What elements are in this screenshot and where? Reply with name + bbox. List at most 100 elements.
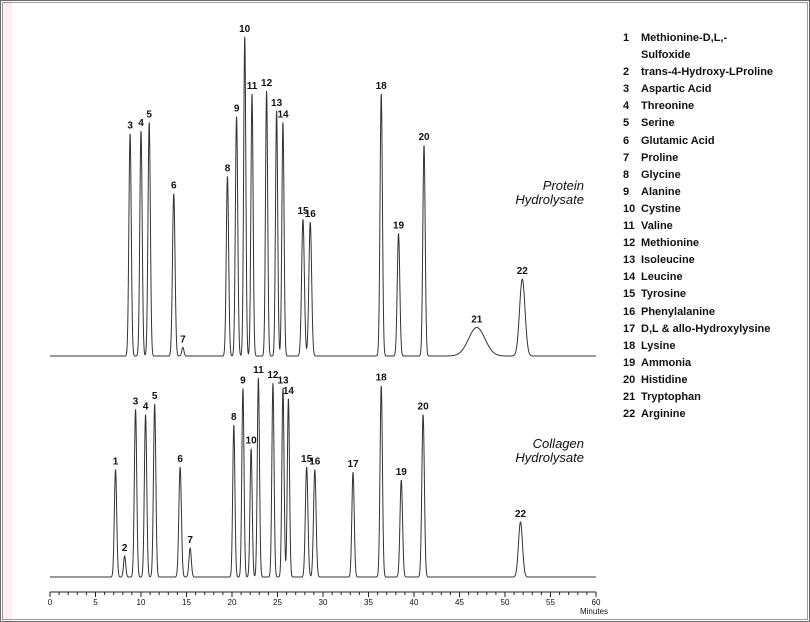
legend-name: Tyrosine	[641, 288, 687, 301]
x-tick-label: 50	[501, 598, 510, 607]
legend-number: 14	[623, 271, 636, 284]
legend-number: 12	[623, 237, 636, 250]
legend-number: 13	[623, 254, 636, 267]
peak-label-protein-22: 22	[517, 266, 529, 277]
legend-item: 13 Isoleucine	[623, 252, 803, 269]
peak-label-collagen-15: 15	[301, 454, 313, 465]
legend-name: Aspartic Acid	[641, 83, 712, 96]
peak-label-protein-9: 9	[234, 104, 240, 115]
x-tick-label: 15	[182, 598, 191, 607]
legend-name: Leucine	[641, 271, 683, 284]
legend-number: 11	[623, 220, 635, 233]
legend-item: 6 Glutamic Acid	[623, 133, 803, 150]
legend-name: trans-4-Hydroxy-LProline	[641, 66, 774, 79]
peak-label-collagen-8: 8	[231, 412, 237, 423]
series-label-collagen-line-1: Collagen	[533, 436, 584, 451]
legend-number: 5	[623, 117, 630, 130]
legend-item: 3 Aspartic Acid	[623, 81, 803, 98]
legend-name: Ammonia	[641, 356, 692, 369]
legend-number: 16	[623, 305, 636, 318]
peak-label-protein-8: 8	[225, 163, 231, 174]
legend-item: 21 Tryptophan	[623, 389, 803, 406]
legend-item: 2 trans-4-Hydroxy-LProline	[623, 64, 803, 81]
legend-number: 1	[623, 32, 630, 44]
x-tick-label: 45	[455, 598, 464, 607]
peak-label-collagen-17: 17	[347, 459, 359, 470]
peak-label-collagen-3: 3	[133, 396, 139, 407]
legend-number: 10	[623, 202, 636, 215]
legend-name: Threonine	[641, 100, 695, 113]
trace-protein-hydrolysate	[50, 36, 596, 357]
x-axis-title: Minutes	[580, 607, 608, 616]
x-tick-label: 35	[364, 598, 373, 607]
legend-item: 1 Methionine-D,L,-	[623, 30, 803, 47]
peak-label-protein-21: 21	[471, 315, 483, 326]
legend-item: 15 Tyrosine	[623, 286, 803, 303]
legend-number: 4	[623, 100, 630, 113]
series-label-protein-line-1: Protein	[543, 178, 584, 193]
x-tick-label: 40	[410, 598, 419, 607]
legend-name: Lysine	[641, 339, 676, 352]
legend-number: 8	[623, 168, 630, 181]
legend-number: 7	[623, 151, 630, 164]
x-tick-label: 25	[273, 598, 282, 607]
legend-number: 15	[623, 288, 636, 301]
legend-name: Methionine	[641, 237, 700, 250]
legend-item: 11 Valine	[623, 218, 803, 235]
legend-name: Tryptophan	[641, 390, 701, 403]
peak-label-collagen-11: 11	[253, 365, 264, 376]
legend-item: 19 Ammonia	[623, 355, 803, 372]
peak-label-protein-15: 15	[297, 206, 309, 217]
legend-item: 12 Methionine	[623, 235, 803, 252]
legend-item: Sulfoxide	[623, 47, 803, 64]
legend-name: Isoleucine	[641, 254, 695, 267]
legend-number: 2	[623, 66, 630, 79]
peak-label-protein-3: 3	[127, 121, 133, 132]
legend-name: Serine	[641, 117, 675, 130]
peak-label-collagen-6: 6	[177, 454, 183, 465]
peak-label-collagen-9: 9	[240, 375, 246, 386]
legend-number	[623, 47, 641, 64]
legend-name: Sulfoxide	[641, 49, 691, 62]
legend-name: Arginine	[641, 408, 686, 421]
legend-item: 4 Threonine	[623, 98, 803, 115]
legend-name: Alanine	[641, 185, 681, 198]
peak-label-collagen-20: 20	[418, 402, 430, 413]
legend-number: 17	[623, 322, 636, 335]
legend-number: 18	[623, 339, 636, 352]
legend-name: Methionine-D,L,-	[641, 32, 728, 44]
trace-collagen-hydrolysate	[50, 377, 596, 578]
peak-label-protein-4: 4	[138, 118, 144, 129]
legend-name: Glutamic Acid	[641, 134, 715, 147]
legend-name: Cystine	[641, 202, 681, 215]
peak-label-collagen-12: 12	[267, 370, 279, 381]
peak-label-collagen-5: 5	[152, 391, 158, 402]
peak-label-protein-6: 6	[171, 181, 177, 192]
legend-item: 22 Arginine	[623, 406, 803, 423]
x-tick-label: 60	[592, 598, 601, 607]
legend-item: 20 Histidine	[623, 372, 803, 389]
peak-label-collagen-7: 7	[187, 535, 193, 546]
x-tick-label: 20	[228, 598, 237, 607]
legend-item: 18 Lysine	[623, 338, 803, 355]
peak-label-protein-19: 19	[393, 220, 405, 231]
legend-item: 5 Serine	[623, 115, 803, 132]
legend-name: Phenylalanine	[641, 305, 715, 318]
legend-number: 6	[623, 134, 630, 147]
peak-label-collagen-14: 14	[283, 386, 295, 397]
traces-layer	[50, 36, 596, 578]
peak-label-protein-5: 5	[146, 109, 152, 120]
peak-label-protein-18: 18	[376, 81, 388, 92]
peak-label-collagen-4: 4	[143, 402, 149, 413]
legend-number: 3	[623, 83, 630, 96]
legend: 1 Methionine-D,L,- Sulfoxide 2 trans-4-Hydro…	[623, 30, 803, 423]
peak-label-protein-16: 16	[305, 209, 317, 220]
legend-item: 14 Leucine	[623, 269, 803, 286]
legend-item: 7 Proline	[623, 150, 803, 167]
peak-label-collagen-19: 19	[396, 467, 408, 478]
legend-name: D,L & allo-Hydroxylysine	[641, 322, 771, 335]
series-label-collagen-line-2: Hydrolysate	[515, 450, 584, 465]
